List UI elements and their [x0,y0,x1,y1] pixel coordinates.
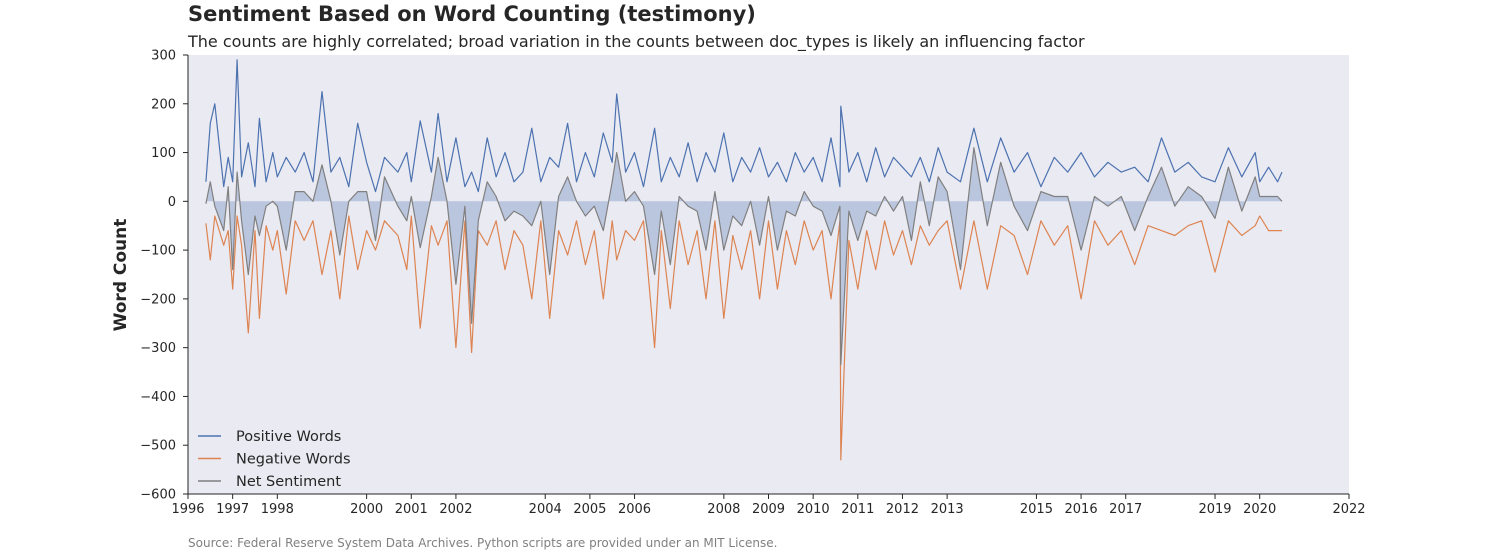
x-tick-label: 2002 [439,502,472,517]
x-tick-label: 2020 [1243,502,1276,517]
x-tick-label: 2019 [1198,502,1231,517]
y-tick-label: −300 [140,341,176,356]
x-tick-label: 2009 [752,502,785,517]
chart-subtitle: The counts are highly correlated; broad … [188,32,1085,51]
x-tick-label: 2022 [1332,502,1365,517]
legend-label-net-sentiment: Net Sentiment [236,474,341,490]
y-tick-label: −500 [140,439,176,454]
x-tick-label: 1997 [216,502,249,517]
y-tick-label: −200 [140,292,176,307]
x-tick-label: 2000 [350,502,383,517]
legend-label-negative-words: Negative Words [236,452,351,468]
negative-words-line [205,215,1282,461]
y-tick-label: −400 [140,390,176,405]
x-tick-label: 2017 [1109,502,1142,517]
x-tick-label: 2016 [1065,502,1098,517]
x-tick-label: 2015 [1020,502,1053,517]
x-tick-label: 2005 [573,502,606,517]
legend: Positive Words Negative Words Net Sentimen… [198,429,351,490]
net-sentiment-line [205,147,1283,366]
x-tick-label: 2004 [529,502,562,517]
positive-words-line [205,59,1283,193]
x-tick-label: 1998 [261,502,294,517]
y-axis-label: Word Count [111,219,131,332]
y-tick-label: −600 [140,488,176,503]
plot-area [188,55,1349,494]
x-tick-label: 1996 [171,502,204,517]
y-tick-label: 200 [151,97,176,112]
x-tick-label: 2013 [931,502,964,517]
chart-title: Sentiment Based on Word Counting (testim… [188,2,756,26]
y-tick-label: 0 [168,195,176,210]
x-tick-label: 2006 [618,502,651,517]
x-tick-label: 2010 [797,502,830,517]
y-tick-label: 300 [151,49,176,64]
x-tick-label: 2008 [707,502,740,517]
y-tick-label: 100 [151,146,176,161]
x-tick-label: 2011 [841,502,874,517]
y-tick-label: −100 [140,244,176,259]
x-tick-label: 2001 [395,502,428,517]
source-note: Source: Federal Reserve System Data Arch… [188,536,778,550]
x-tick-label: 2012 [886,502,919,517]
legend-label-positive-words: Positive Words [236,429,341,445]
